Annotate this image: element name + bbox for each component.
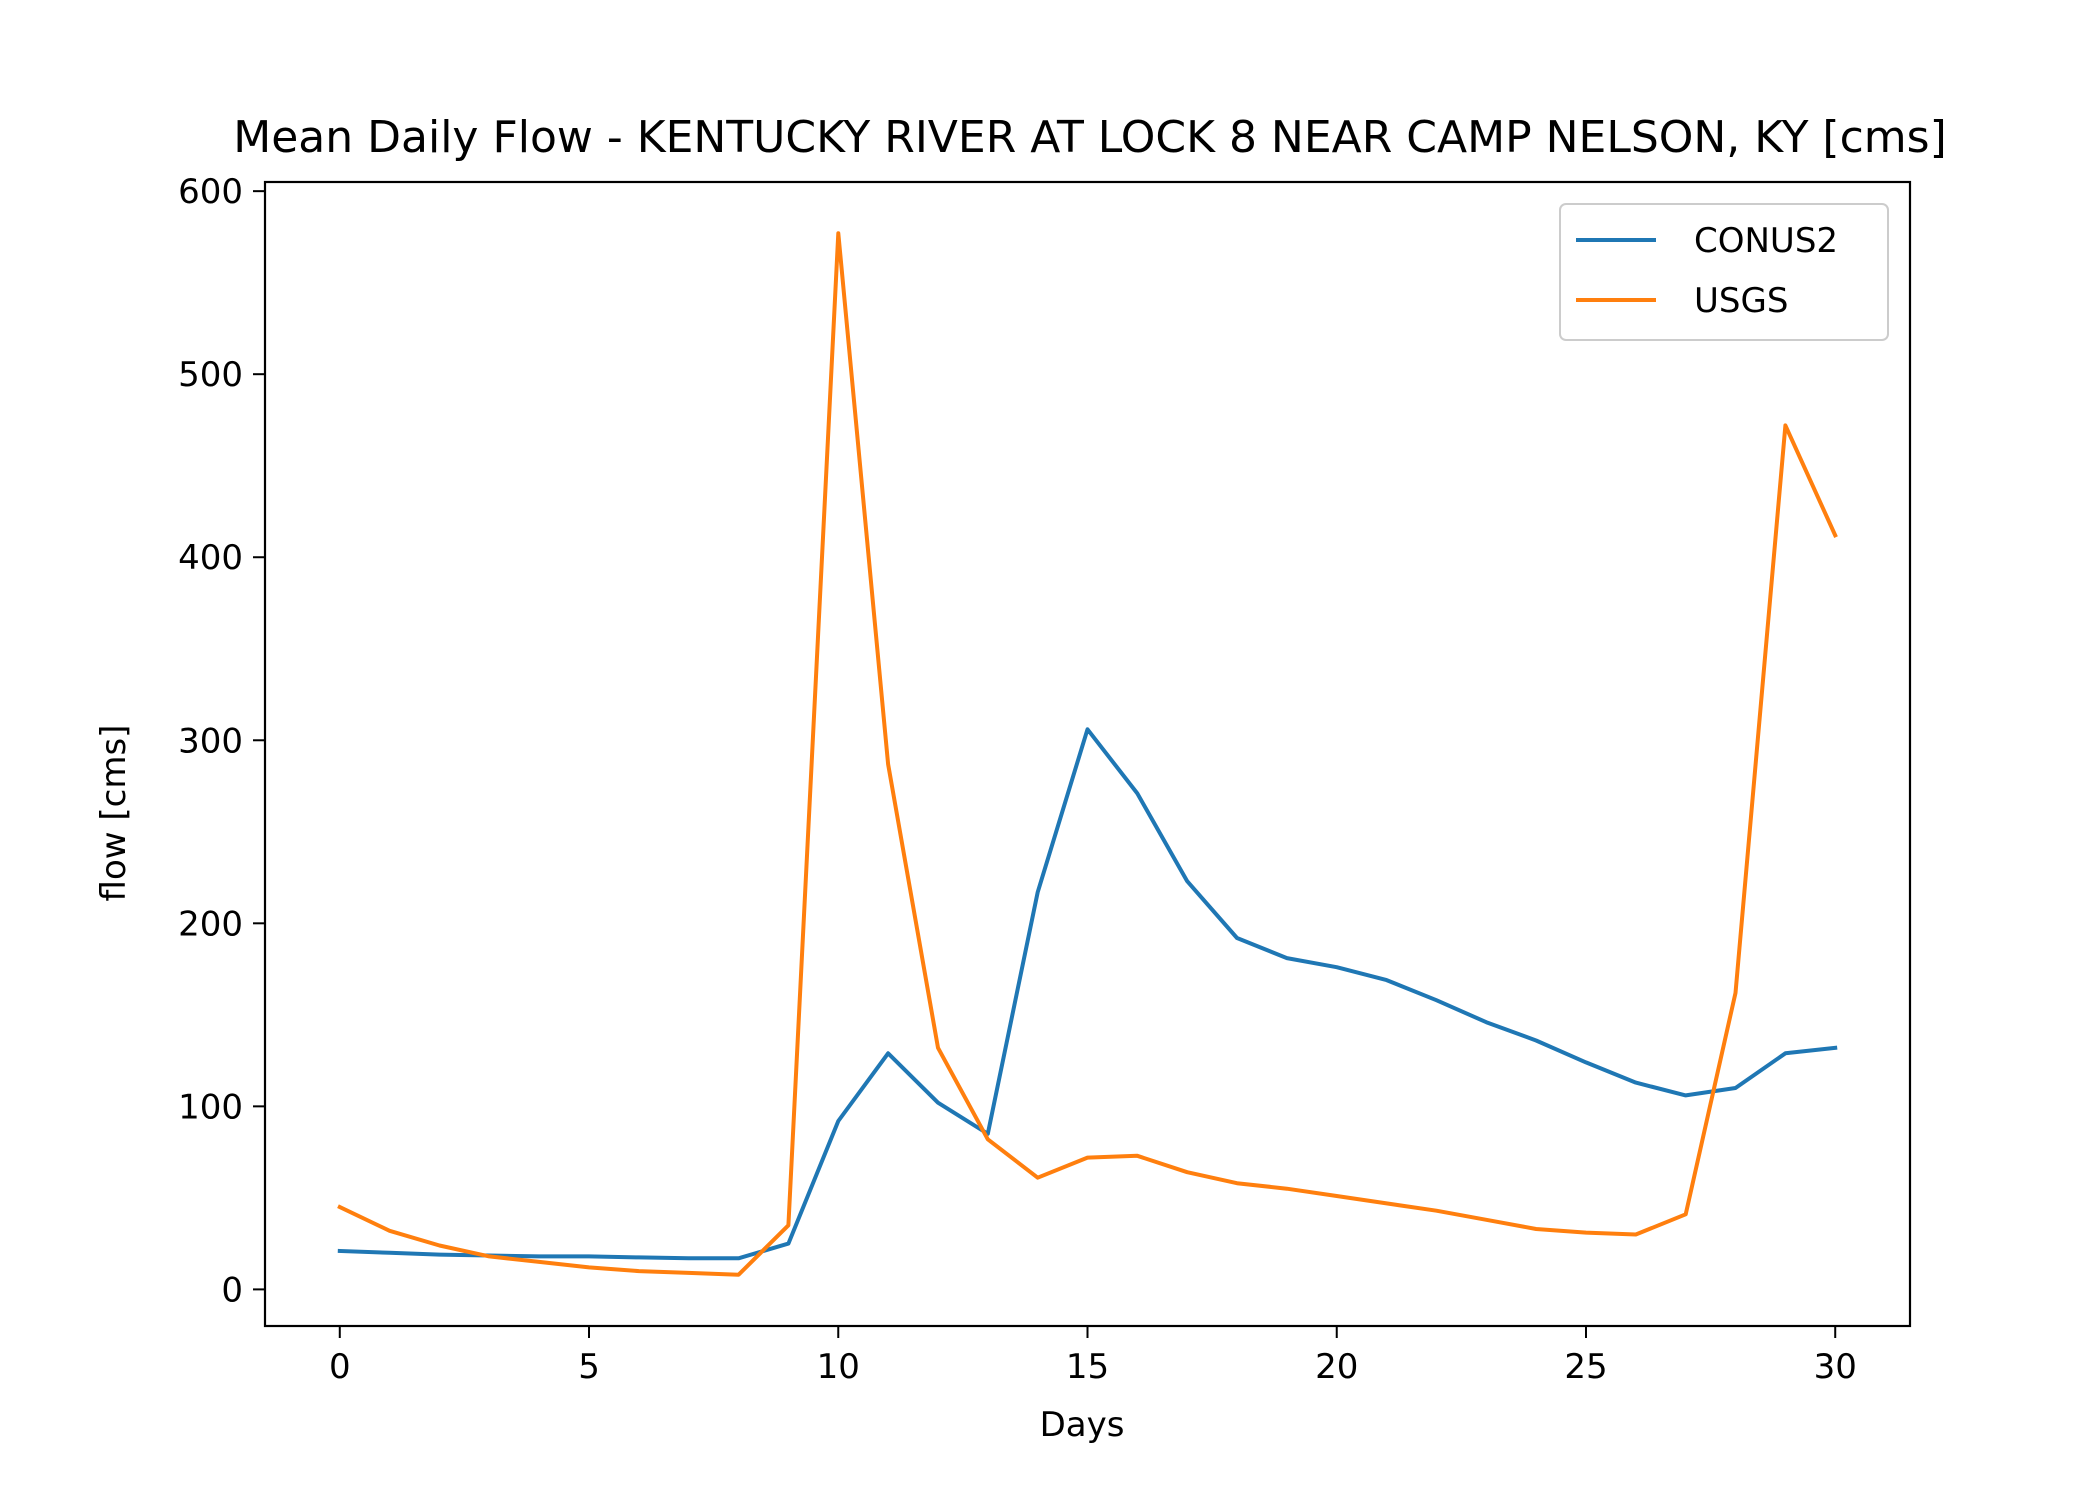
x-axis-label: Days <box>1040 1405 1125 1445</box>
axes-frame <box>263 180 1912 1328</box>
y-tick-label: 100 <box>178 1087 243 1127</box>
x-tick-label: 10 <box>817 1347 860 1387</box>
y-tick-label: 300 <box>178 721 243 761</box>
y-tick-label: 600 <box>178 172 243 212</box>
y-tick-label: 0 <box>221 1270 243 1310</box>
series-line-usgs <box>337 231 1838 1277</box>
x-tick-label: 20 <box>1315 1347 1358 1387</box>
x-tick-label: 5 <box>578 1347 600 1387</box>
x-tick-label: 15 <box>1066 1347 1109 1387</box>
y-tick-label: 400 <box>178 538 243 578</box>
y-tick-label: 200 <box>178 904 243 944</box>
x-tick-label: 30 <box>1814 1347 1857 1387</box>
y-axis-label: flow [cms] <box>94 725 134 902</box>
legend: CONUS2 USGS <box>1559 203 1889 341</box>
legend-label-conus2: CONUS2 <box>1694 221 1838 261</box>
y-tick-label: 500 <box>178 355 243 395</box>
chart-title: Mean Daily Flow - KENTUCKY RIVER AT LOCK… <box>233 112 1947 163</box>
legend-label-usgs: USGS <box>1694 281 1788 321</box>
series-line-conus2 <box>337 727 1838 1261</box>
x-tick-label: 25 <box>1564 1347 1607 1387</box>
x-tick-label: 0 <box>329 1347 351 1387</box>
